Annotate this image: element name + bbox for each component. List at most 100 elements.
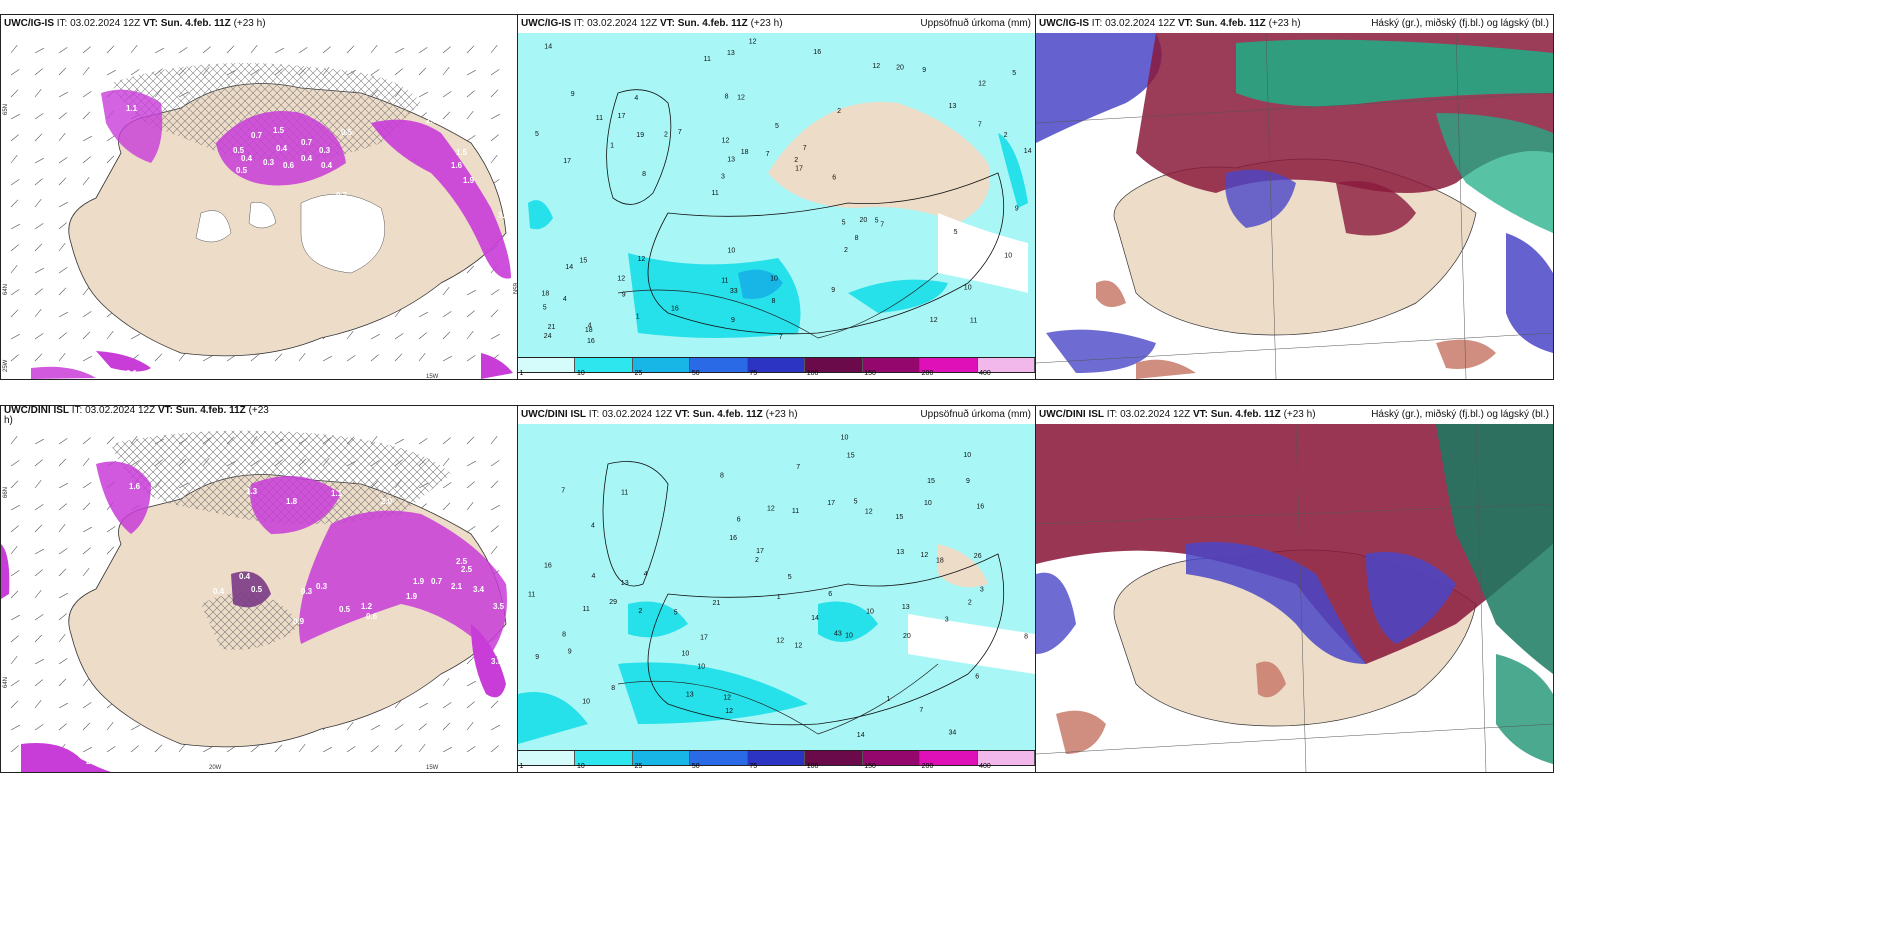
precip-value: 2 <box>794 157 798 164</box>
precip-value: 12 <box>795 642 803 649</box>
precip-value: 11 <box>721 278 728 285</box>
precip-colorbar: 1 10 25 50 75 100 150 200 400 <box>518 357 1035 379</box>
precip-value: 9 <box>571 91 575 98</box>
precip-value: 2 <box>664 132 668 139</box>
precip-value: 12 <box>776 637 784 644</box>
precip-value: 18 <box>542 291 550 298</box>
precip-value: 1 <box>610 142 614 149</box>
precip-value: 12 <box>737 95 745 102</box>
precip-value: 10 <box>924 500 932 507</box>
precip-value: 5 <box>1012 70 1016 77</box>
snow-label: 1.6 <box>451 161 463 170</box>
lat-label: 65N <box>3 104 9 115</box>
snow-label: 0.5 <box>341 128 353 137</box>
precip-value: 3 <box>980 586 984 593</box>
precip-value: 8 <box>720 472 724 479</box>
colorbar-swatch <box>977 751 1035 765</box>
panel-header: UWC/IG-IS IT: 03.02.2024 12Z VT: Sun. 4.… <box>521 18 1031 29</box>
snow-label: 1.8 <box>286 497 298 506</box>
snow-label: 3.5 <box>491 657 503 666</box>
panel-header: UWC/DINI ISL IT: 03.02.2024 12Z VT: Sun.… <box>521 409 1031 420</box>
precip-value: 2 <box>1004 132 1008 139</box>
precip-value: 6 <box>828 591 832 598</box>
snow-label: 1.6 <box>129 482 141 491</box>
precip-value: 15 <box>580 258 588 265</box>
precip-value: 12 <box>617 275 625 282</box>
snow-label: 0.3 <box>263 158 275 167</box>
precip-colorbar: 1 10 25 50 75 100 150 200 400 <box>518 750 1035 772</box>
snow-label: 2.7 <box>426 116 438 125</box>
snow-label: 0.6 <box>283 161 295 170</box>
colorbar-swatch <box>632 358 691 372</box>
precip-value: 9 <box>535 654 539 661</box>
map-panel-top-clouds: UWC/IG-IS IT: 03.02.2024 12Z VT: Sun. 4.… <box>1035 14 1554 380</box>
snow-label: 1.9 <box>406 592 418 601</box>
snow-label: 0.7 <box>251 131 263 140</box>
precip-value: 2 <box>755 557 759 564</box>
snow-label: 0.5 <box>251 585 263 594</box>
precip-value: 29 <box>609 599 617 606</box>
colorbar-tick-label: 10 <box>576 763 585 770</box>
precip-value: 4 <box>592 573 596 580</box>
precip-value: 7 <box>803 145 807 152</box>
snow-label: 0.7 <box>301 138 313 147</box>
precip-value: 16 <box>976 503 984 510</box>
precip-value: 6 <box>737 516 741 523</box>
precip-value: 10 <box>963 452 971 459</box>
precip-value: 13 <box>727 156 735 163</box>
precip-value: 7 <box>779 334 783 341</box>
snow-label: 1.1 <box>126 104 138 113</box>
precip-value: 14 <box>811 615 819 622</box>
precip-value: 9 <box>831 287 835 294</box>
lat-label: 64N <box>3 284 9 295</box>
colorbar-swatch <box>977 358 1035 372</box>
precip-value: 7 <box>978 122 982 129</box>
precip-value: 2 <box>638 608 642 615</box>
precip-value: 1 <box>777 594 781 601</box>
snow-label: 1.5 <box>273 126 285 135</box>
lon-label: 15W <box>426 765 439 771</box>
precip-value: 17 <box>618 113 626 120</box>
precip-value: 18 <box>936 558 944 565</box>
colorbar-swatch <box>747 358 806 372</box>
precip-map: 11 17 12 11 2 4 8 5 15 7 5 9 12 7 7 9 13 14 5 7 3 11 13 4 12 12 12… <box>518 33 1035 357</box>
precip-value: 11 <box>712 190 719 197</box>
precip-value: 4 <box>644 571 648 578</box>
precip-value: 8 <box>725 94 729 101</box>
precip-value: 12 <box>749 39 757 46</box>
precip-value: 8 <box>772 298 776 305</box>
colorbar-swatch <box>518 751 576 765</box>
precip-value: 13 <box>902 604 910 611</box>
precip-value: 16 <box>544 563 552 570</box>
precip-value: 12 <box>872 63 880 70</box>
snow-label: 2.1 <box>126 369 138 378</box>
precip-value: 20 <box>860 217 868 224</box>
precip-value: 8 <box>855 235 859 242</box>
precip-value: 13 <box>621 580 629 587</box>
colorbar-tick-label: 50 <box>691 370 700 377</box>
precip-value: 5 <box>788 574 792 581</box>
precip-value: 8 <box>1024 634 1028 641</box>
colorbar-tick-label: 1 <box>519 763 524 770</box>
precip-value: 10 <box>866 609 874 616</box>
lat-label: 64N <box>3 677 9 688</box>
precip-value: 10 <box>845 633 853 640</box>
snow-label: 0.3 <box>316 582 328 591</box>
colorbar-tick-label: 100 <box>806 763 819 770</box>
snow-label: 2.1 <box>451 582 463 591</box>
precip-value: 26 <box>974 553 982 560</box>
snow-label: 0.7 <box>431 577 443 586</box>
precip-value: 3 <box>945 617 949 624</box>
snow-label: 2.0 <box>381 497 393 506</box>
precip-value: 7 <box>766 151 770 158</box>
precip-value: 17 <box>827 500 835 507</box>
precip-value: 1 <box>886 696 890 703</box>
snow-label: 2.5 <box>456 557 468 566</box>
precip-value: 9 <box>1015 205 1019 212</box>
precip-value: 4 <box>588 322 592 329</box>
snow-label: 2.6 <box>86 757 98 766</box>
colorbar-tick-label: 1 <box>519 370 524 377</box>
precip-value: 4 <box>591 523 595 530</box>
precip-value: 13 <box>686 692 694 699</box>
precip-value: 5 <box>543 304 547 311</box>
